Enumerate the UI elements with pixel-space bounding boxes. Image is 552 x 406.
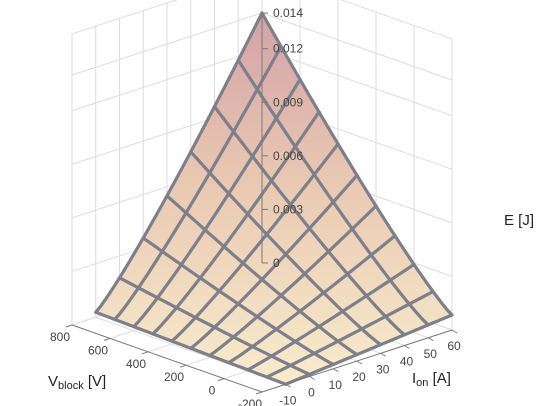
- y-tick-label: 800: [50, 330, 70, 344]
- mesh-line-voltage: [170, 142, 340, 343]
- z-tick-label: 0.006: [273, 149, 303, 163]
- x-tick-label: 0: [308, 386, 315, 400]
- y-tick-label: 400: [126, 357, 146, 371]
- x-tick-mark: [309, 376, 315, 380]
- mesh-line-voltage: [132, 77, 302, 329]
- mesh-line-voltage: [151, 110, 321, 336]
- y-tick-mark: [217, 378, 225, 382]
- x-tick-mark: [285, 383, 292, 388]
- mesh-line-voltage: [189, 173, 359, 350]
- y-tick-mark: [255, 391, 263, 395]
- grid-line: [71, 0, 453, 40]
- z-tick-label: 0.003: [273, 202, 303, 216]
- x-tick-label: 10: [329, 378, 343, 392]
- x-axis-label: Ion [A]: [412, 370, 451, 389]
- x-tick-label: 20: [352, 370, 366, 384]
- x-tick-label: -10: [279, 393, 297, 406]
- energy-surface: [94, 11, 454, 386]
- mesh-line-voltage: [265, 289, 435, 379]
- y-tick-label: -200: [238, 397, 262, 406]
- y-tick-label: 0: [209, 384, 216, 398]
- z-tick-label: 0.012: [273, 42, 303, 56]
- y-tick-mark: [65, 324, 73, 328]
- y-tick-mark: [141, 351, 149, 355]
- mesh-line-voltage: [94, 11, 264, 314]
- x-tick-mark: [332, 368, 339, 373]
- y-tick-label: 200: [164, 370, 184, 384]
- x-tick-mark: [427, 337, 434, 342]
- y-tick-mark: [179, 364, 187, 368]
- z-tick-label: 0: [273, 256, 280, 270]
- x-tick-mark: [451, 329, 458, 334]
- mesh-line-voltage: [246, 262, 416, 372]
- y-tick-label: 600: [88, 343, 108, 357]
- mesh-line-voltage: [284, 313, 454, 386]
- x-tick-mark: [404, 345, 410, 349]
- z-tick-label: 0.009: [273, 95, 303, 109]
- mesh-line-voltage: [227, 234, 397, 365]
- x-tick-label: 50: [424, 347, 438, 361]
- x-tick-label: 40: [400, 355, 414, 369]
- x-tick-label: 60: [447, 339, 461, 353]
- x-tick-mark: [380, 352, 387, 357]
- z-axis-label: E [J]: [504, 212, 534, 229]
- axes: -10 0 10 20 30 40 50 60 -200 0 200 400 600 800 0 0.003 0…: [50, 6, 461, 406]
- mesh-line-voltage: [113, 44, 283, 322]
- z-tick-label: 0.014: [273, 6, 303, 20]
- mesh-line-voltage: [208, 204, 378, 358]
- x-tick-mark: [356, 360, 363, 365]
- axis-labels: Vblock [V] Ion [A] E [J]: [48, 212, 534, 392]
- y-axis-label: Vblock [V]: [48, 373, 106, 392]
- x-tick-label: 30: [376, 362, 390, 376]
- y-axis-line: [71, 324, 263, 393]
- y-tick-mark: [103, 337, 111, 341]
